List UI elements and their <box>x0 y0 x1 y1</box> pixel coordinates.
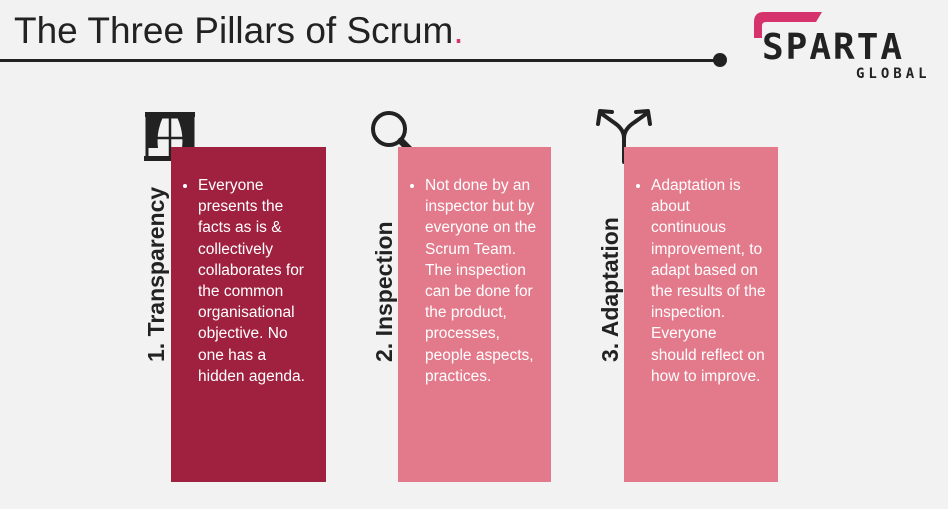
logo-wordmark: SPARTA <box>762 27 905 68</box>
logo-swoosh-icon <box>754 12 822 38</box>
pillar-label-adaptation: 3. Adaptation <box>597 217 623 362</box>
pillar-label-transparency: 1. Transparency <box>143 186 169 362</box>
pillar-card-adaptation: Adaptation is about continuous improveme… <box>624 147 778 482</box>
page-title-text: The Three Pillars of Scrum <box>14 10 454 51</box>
title-underline <box>0 59 718 62</box>
page-title: The Three Pillars of Scrum. <box>14 6 464 56</box>
title-accent-dot: . <box>453 10 464 51</box>
split-arrows-icon <box>596 109 652 164</box>
pillar-text-adaptation: Adaptation is about continuous improveme… <box>651 175 766 387</box>
pillar-text-inspection: Not done by an inspector but by everyone… <box>425 175 539 387</box>
pillar-text-transparency: Everyone presents the facts as is & coll… <box>198 175 314 387</box>
sparta-global-logo: SPARTA GLOBAL <box>748 8 943 83</box>
underline-end-dot <box>713 53 727 67</box>
pillar-card-inspection: Not done by an inspector but by everyone… <box>398 147 551 482</box>
logo-subtitle: GLOBAL <box>856 66 931 82</box>
pillar-label-inspection: 2. Inspection <box>371 221 397 362</box>
pillar-card-transparency: Everyone presents the facts as is & coll… <box>171 147 326 482</box>
window-curtains-icon <box>144 112 196 161</box>
